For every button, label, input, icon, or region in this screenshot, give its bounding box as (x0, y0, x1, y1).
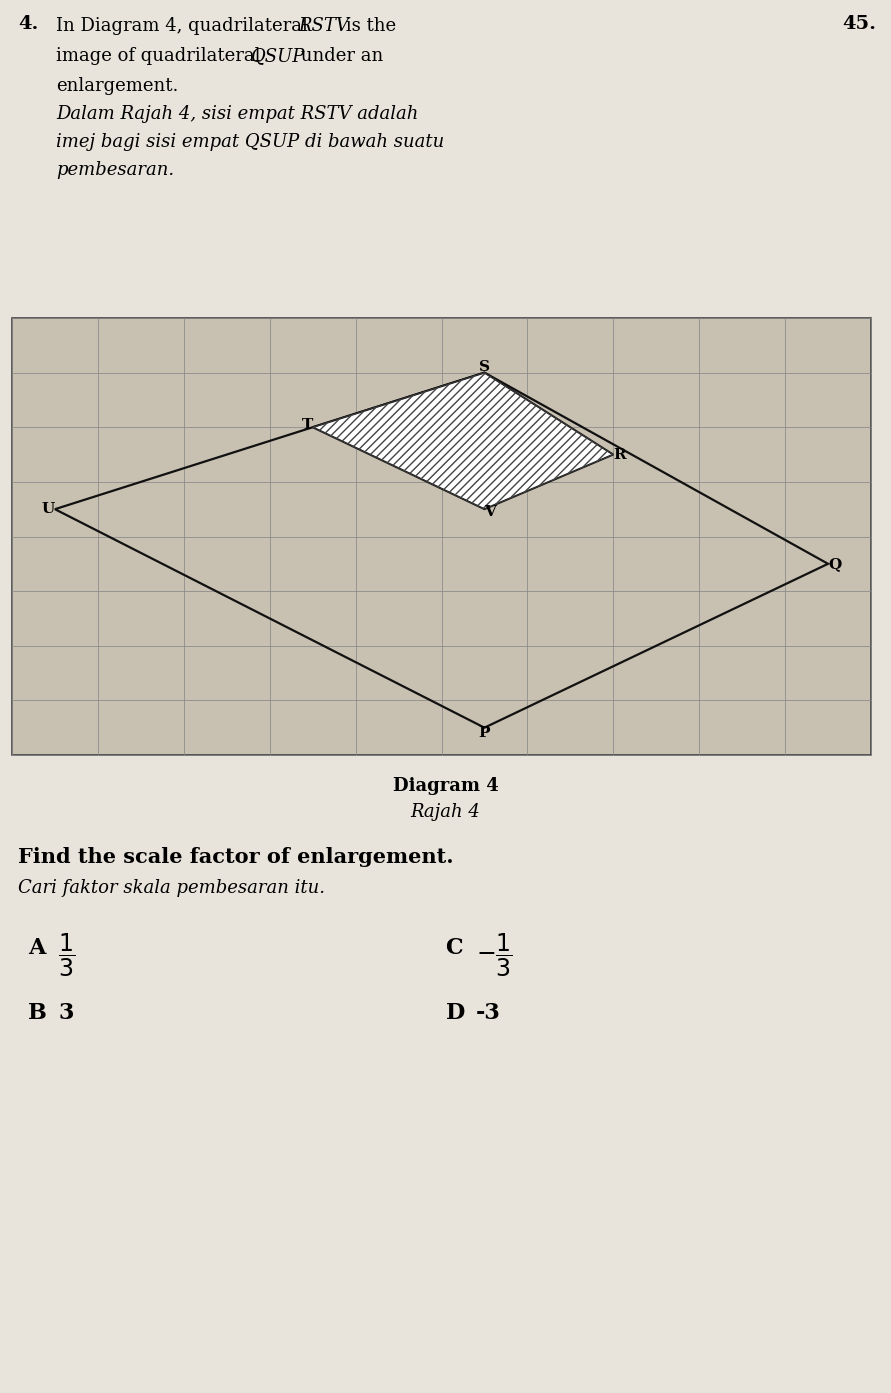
Text: pembesaran.: pembesaran. (56, 162, 174, 178)
Text: is the: is the (340, 17, 396, 35)
Text: C: C (446, 937, 463, 958)
Text: RSTV: RSTV (298, 17, 349, 35)
Text: T: T (301, 418, 313, 432)
Text: R: R (614, 447, 626, 461)
Text: QSUP: QSUP (251, 47, 306, 65)
Text: Find the scale factor of enlargement.: Find the scale factor of enlargement. (18, 847, 454, 866)
Text: A: A (28, 937, 45, 958)
Text: U: U (41, 503, 54, 517)
Text: P: P (478, 726, 490, 740)
Text: In Diagram 4, quadrilateral: In Diagram 4, quadrilateral (56, 17, 314, 35)
Text: Dalam Rajah 4, sisi empat RSTV adalah: Dalam Rajah 4, sisi empat RSTV adalah (56, 104, 419, 123)
Text: Rajah 4: Rajah 4 (411, 802, 480, 820)
Text: $-\dfrac{1}{3}$: $-\dfrac{1}{3}$ (476, 932, 512, 979)
Bar (12, 318, 871, 755)
Text: S: S (479, 361, 490, 375)
Text: under an: under an (295, 47, 383, 65)
Polygon shape (313, 372, 613, 510)
Text: Q: Q (829, 557, 842, 571)
Text: Cari faktor skala pembesaran itu.: Cari faktor skala pembesaran itu. (18, 879, 325, 897)
Text: enlargement.: enlargement. (56, 77, 178, 95)
Text: imej bagi sisi empat QSUP di bawah suatu: imej bagi sisi empat QSUP di bawah suatu (56, 132, 445, 150)
Text: B: B (28, 1002, 47, 1024)
Text: $\dfrac{1}{3}$: $\dfrac{1}{3}$ (58, 932, 75, 979)
Text: D: D (446, 1002, 465, 1024)
Text: V: V (484, 504, 496, 520)
Text: -3: -3 (476, 1002, 500, 1024)
Text: image of quadrilateral: image of quadrilateral (56, 47, 266, 65)
Text: 3: 3 (58, 1002, 73, 1024)
Text: 45.: 45. (842, 15, 876, 33)
Text: Diagram 4: Diagram 4 (393, 777, 498, 795)
Text: 4.: 4. (18, 15, 38, 33)
